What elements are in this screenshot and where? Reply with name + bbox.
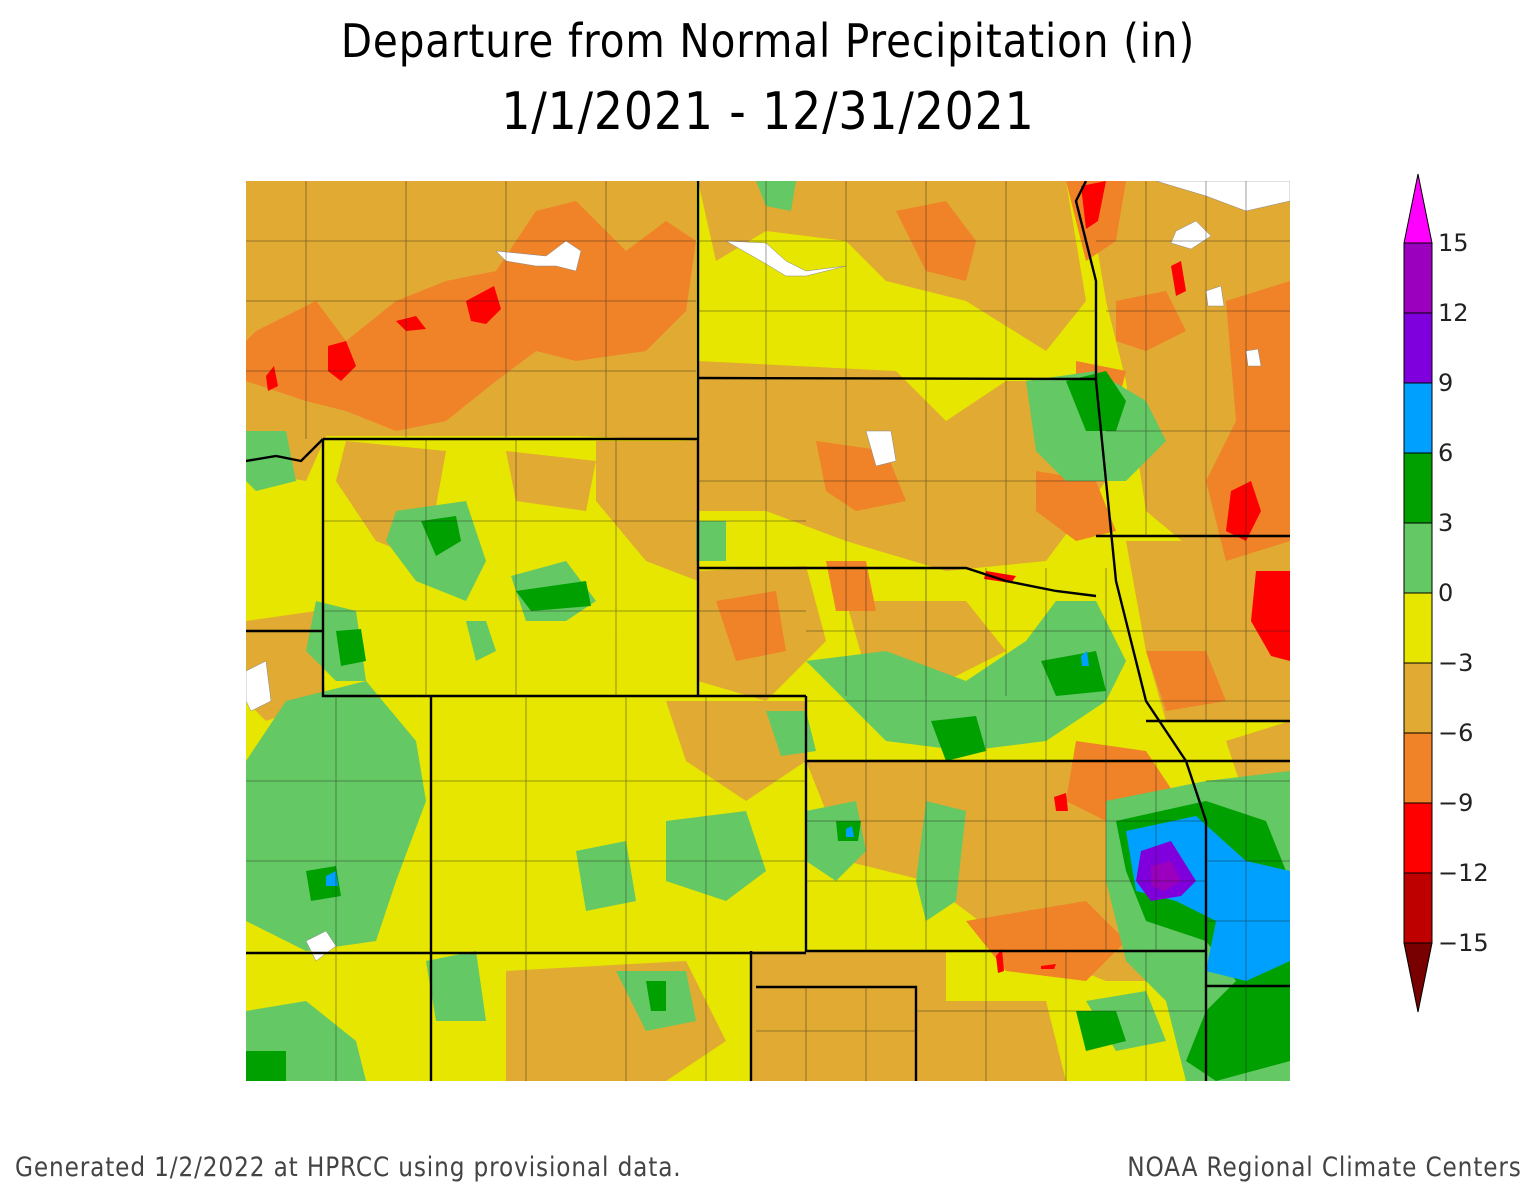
legend-label-minus12: −12 [1438,859,1489,887]
colorbar-arrow-top [1403,173,1433,244]
county-lines [246,181,1290,1081]
legend-label-minus6: −6 [1438,719,1474,747]
legend-label-6: 6 [1438,439,1454,467]
date-range: 1/1/2021 - 12/31/2021 [501,82,1035,142]
colorbar-legend: 15 12 9 6 3 0 −3 −6 −9 −12 −15 [1398,170,1536,1020]
legend-label-0: 0 [1438,579,1454,607]
legend-label-3: 3 [1438,509,1454,537]
generated-note: Generated 1/2/2022 at HPRCC using provis… [15,1152,682,1183]
water-bodies [246,181,1290,962]
legend-label-9: 9 [1438,369,1454,397]
page-title: Departure from Normal Precipitation (in) [340,14,1196,68]
zone-minus9-minus12 [266,181,1290,973]
source-credit: NOAA Regional Climate Centers [1127,1152,1522,1183]
legend-label-minus3: −3 [1438,649,1474,677]
legend-label-15: 15 [1438,229,1469,257]
legend-label-12: 12 [1438,299,1469,327]
legend-label-minus9: −9 [1438,789,1474,817]
legend-label-minus15: −15 [1438,929,1489,957]
zone-12-15 [1151,861,1181,891]
colorbar-arrow-bottom [1403,942,1433,1013]
precipitation-map [246,181,1290,1081]
